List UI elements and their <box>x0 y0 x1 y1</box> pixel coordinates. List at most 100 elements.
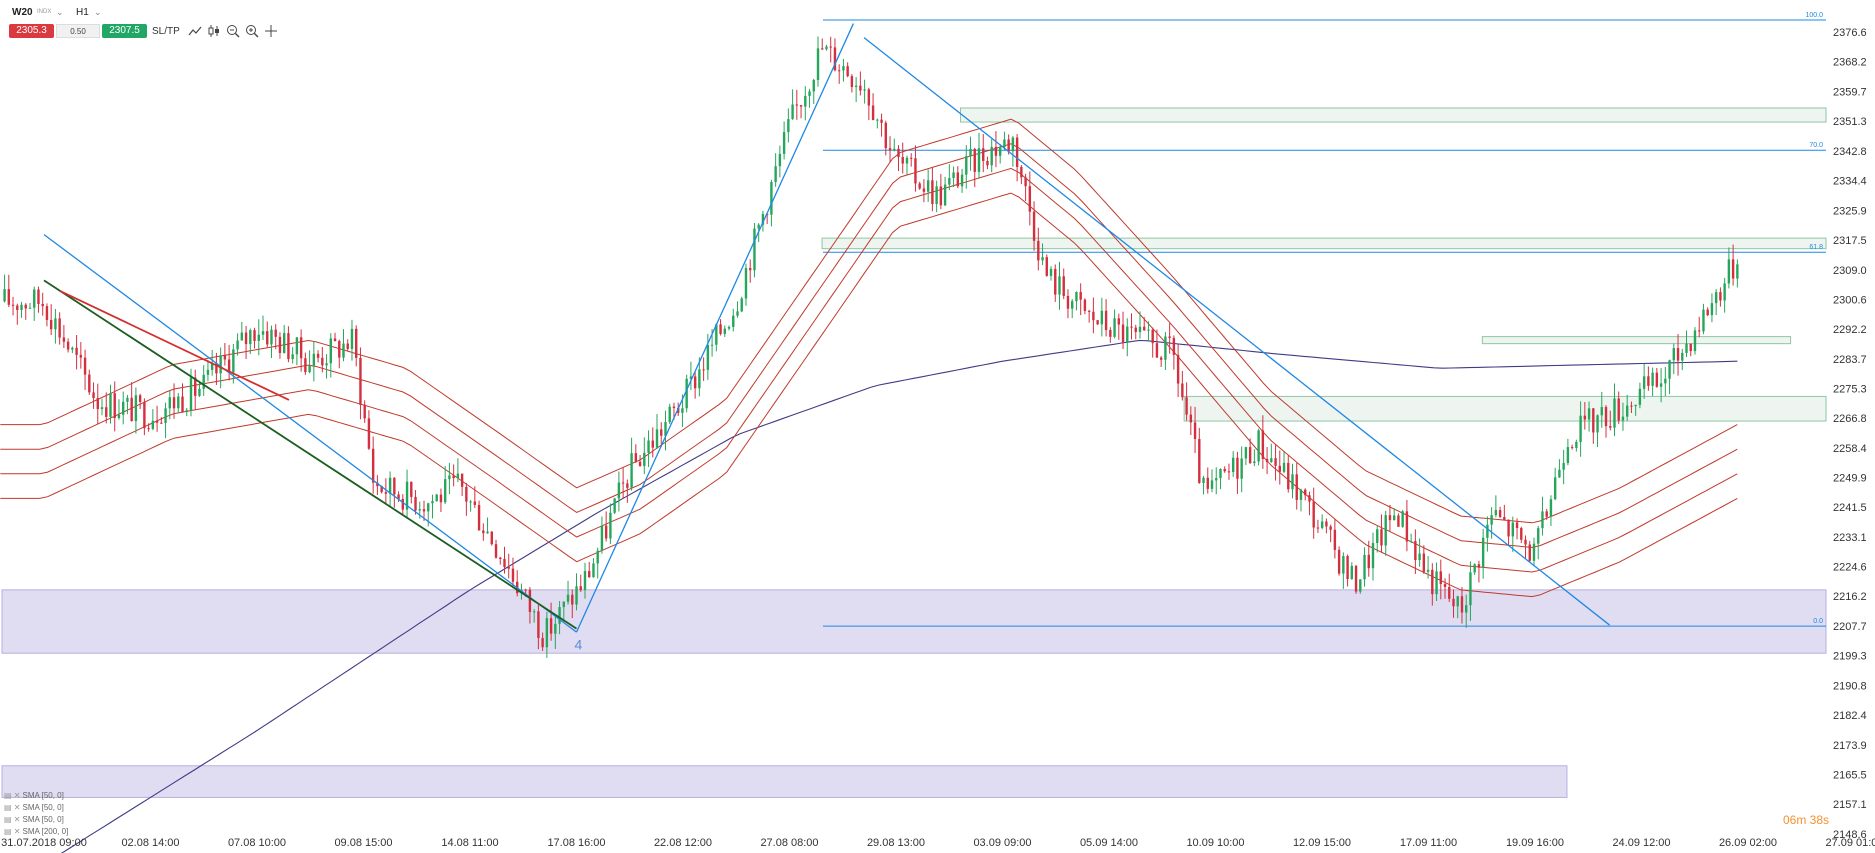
candle-body <box>897 148 900 158</box>
candle-body <box>321 357 324 366</box>
indicator-item[interactable]: ▤ ✕ SMA [50, 0] <box>4 790 68 802</box>
candle-body <box>477 504 481 531</box>
timeframe-label[interactable]: H1 <box>76 7 89 18</box>
candle-body <box>1223 468 1226 472</box>
indicator-item[interactable]: ▤ ✕ SMA [50, 0] <box>4 814 68 826</box>
candle-body <box>672 406 676 408</box>
candle-body <box>3 289 6 302</box>
candle-body <box>617 482 621 499</box>
time-tick-label: 17.09 11:00 <box>1400 837 1457 849</box>
symbol-label[interactable]: W20 <box>12 7 33 18</box>
candle-body <box>727 326 731 329</box>
candle-body <box>1320 521 1324 528</box>
candle-body <box>62 337 66 342</box>
candle-body <box>126 397 129 402</box>
candle-body <box>770 182 773 215</box>
trendline[interactable] <box>863 37 1610 626</box>
line-chart-icon[interactable] <box>188 24 202 38</box>
candle-body <box>579 586 582 591</box>
symbol-dropdown-icon[interactable]: ⌄ <box>56 7 64 17</box>
candle-body <box>185 410 188 413</box>
candle-body <box>791 104 794 120</box>
candle-body <box>1486 524 1489 538</box>
sma-200-line <box>60 339 1738 853</box>
indicator-settings-icon[interactable]: ▤ ✕ <box>4 803 21 812</box>
candle-body <box>371 448 375 483</box>
candle-body <box>1698 330 1701 332</box>
candle-body <box>1685 343 1688 353</box>
candle-body <box>1655 372 1659 387</box>
candle-body <box>405 481 409 510</box>
candle-body <box>384 492 388 494</box>
indicator-item[interactable]: ▤ ✕ SMA [200, 0] <box>4 826 68 838</box>
time-tick-label: 24.09 12:00 <box>1612 837 1670 849</box>
candle-body <box>1100 310 1104 325</box>
sell-button[interactable]: 2305.3 <box>9 24 54 38</box>
envelope-path <box>0 192 1738 598</box>
candle-body <box>1024 177 1027 187</box>
candle-body <box>143 401 146 429</box>
indicator-settings-icon[interactable]: ▤ ✕ <box>4 791 21 800</box>
candle-body <box>1206 477 1209 489</box>
candle-body <box>418 509 421 511</box>
candle-body <box>1592 408 1595 433</box>
price-tick-label: 2309.0 <box>1833 265 1867 277</box>
crosshair-icon[interactable] <box>264 24 278 38</box>
candle-body <box>537 611 540 639</box>
candle-body <box>804 95 807 107</box>
candle-body <box>575 586 578 605</box>
candle-body <box>92 392 95 399</box>
candle-body <box>571 594 574 605</box>
candle-body <box>1414 541 1417 561</box>
candle-body <box>969 148 972 157</box>
candle-body <box>117 414 121 419</box>
fib-level-label: 0.0 <box>1813 618 1823 625</box>
candle-body <box>37 289 40 304</box>
indicator-item[interactable]: ▤ ✕ SMA [50, 0] <box>4 802 68 814</box>
candle-body <box>685 378 688 409</box>
volume-input[interactable]: 0.50 <box>56 24 100 38</box>
candle-body <box>1062 276 1065 296</box>
candle-body <box>965 156 968 175</box>
indicator-settings-icon[interactable]: ▤ ✕ <box>4 827 21 836</box>
timeframe-dropdown-icon[interactable]: ⌄ <box>94 7 102 17</box>
indicator-settings-icon[interactable]: ▤ ✕ <box>4 815 21 824</box>
zoom-out-icon[interactable] <box>226 24 240 38</box>
price-tick-label: 2157.1 <box>1833 799 1867 811</box>
candle-body <box>977 148 981 172</box>
price-tick-label: 2190.8 <box>1833 681 1867 693</box>
trendline[interactable] <box>43 279 577 630</box>
candle-body <box>588 571 591 578</box>
candle-body <box>1494 510 1498 516</box>
candle-body <box>83 357 87 375</box>
zoom-in-icon[interactable] <box>245 24 259 38</box>
zone-rect <box>1481 336 1792 345</box>
price-tick-label: 2283.7 <box>1833 354 1867 366</box>
candles-icon[interactable] <box>207 24 221 38</box>
candle-body <box>956 172 960 187</box>
candle-body <box>414 496 417 511</box>
candle-body <box>1477 564 1481 568</box>
candle-body <box>1490 515 1493 525</box>
sltp-button[interactable]: SL/TP <box>152 26 180 37</box>
candle-body <box>1253 461 1256 464</box>
trendline[interactable] <box>43 234 577 633</box>
candle-body <box>1537 528 1540 544</box>
buy-button[interactable]: 2307.5 <box>102 24 147 38</box>
candle-body <box>1503 516 1506 520</box>
time-tick-label: 14.08 11:00 <box>441 837 498 849</box>
candle-body <box>465 486 468 502</box>
candle-body <box>1600 407 1603 416</box>
candle-body <box>121 401 125 415</box>
candle-body <box>1240 458 1243 479</box>
zone-rect <box>1183 395 1827 422</box>
candle-body <box>939 186 943 206</box>
candle-body <box>609 512 612 539</box>
candle-body <box>1621 416 1625 421</box>
trendline[interactable] <box>575 23 854 633</box>
price-tick-label: 2207.7 <box>1833 621 1867 633</box>
candle-body <box>1558 469 1561 478</box>
candle-body <box>1045 257 1048 276</box>
trendline[interactable] <box>59 290 290 401</box>
